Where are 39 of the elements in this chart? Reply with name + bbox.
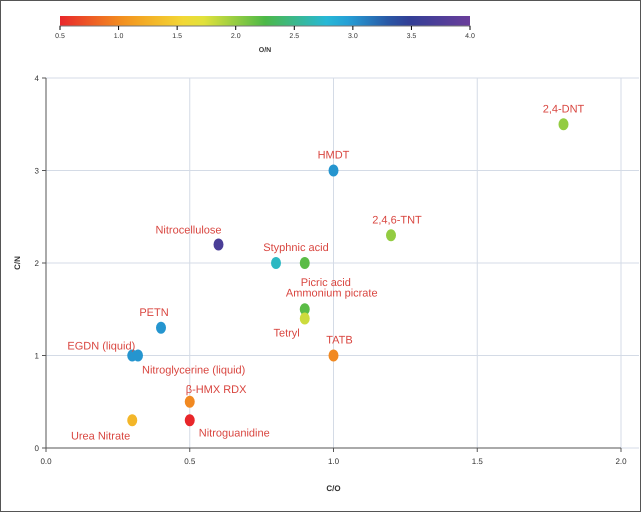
x-tick-label: 1.0 bbox=[328, 457, 340, 466]
point bbox=[271, 257, 281, 269]
annotation: Urea Nitrate bbox=[70, 430, 130, 442]
point bbox=[328, 164, 338, 176]
point bbox=[214, 238, 224, 250]
y-tick-label: 4 bbox=[34, 74, 40, 83]
x-tick-label: 1.5 bbox=[472, 457, 484, 466]
point bbox=[300, 257, 310, 269]
y-tick-label: 0 bbox=[34, 444, 40, 453]
point bbox=[184, 414, 195, 426]
point bbox=[184, 396, 195, 408]
x-tick-label: 0.0 bbox=[40, 457, 52, 466]
x-tick-label: 2.0 bbox=[615, 457, 628, 466]
annotation: Nitroglycerine (liquid) bbox=[142, 364, 246, 376]
annotation: Nitroguanidine bbox=[198, 427, 270, 440]
annotation: Nitrocellulose bbox=[155, 224, 222, 236]
annotation: Picric acid bbox=[300, 277, 351, 289]
annotation: EGDN (liquid) bbox=[67, 340, 136, 352]
x-tick-label: 0.5 bbox=[184, 457, 196, 466]
annotation: PETN bbox=[139, 306, 169, 319]
point bbox=[558, 118, 568, 130]
annotation: HMDT bbox=[318, 150, 350, 162]
y-axis-title: C/N bbox=[13, 256, 22, 270]
annotation: Tetryl bbox=[273, 328, 300, 340]
point bbox=[127, 414, 138, 426]
annotation: 2,4-DNT bbox=[542, 103, 585, 116]
point bbox=[328, 350, 338, 362]
annotation: Ammonium picrate bbox=[286, 287, 378, 300]
point bbox=[386, 229, 396, 242]
point bbox=[156, 322, 166, 334]
y-tick-label: 2 bbox=[34, 259, 40, 268]
x-axis-title: C/O bbox=[326, 484, 341, 493]
annotation: 2,4,6-TNT bbox=[372, 214, 422, 226]
annotation: TATB bbox=[326, 334, 353, 346]
annotation: Styphnic acid bbox=[263, 242, 329, 254]
y-tick-label: 3 bbox=[34, 166, 40, 176]
point bbox=[300, 312, 310, 324]
annotation: β-HMX RDX bbox=[186, 384, 248, 396]
y-tick-label: 1 bbox=[34, 352, 40, 360]
